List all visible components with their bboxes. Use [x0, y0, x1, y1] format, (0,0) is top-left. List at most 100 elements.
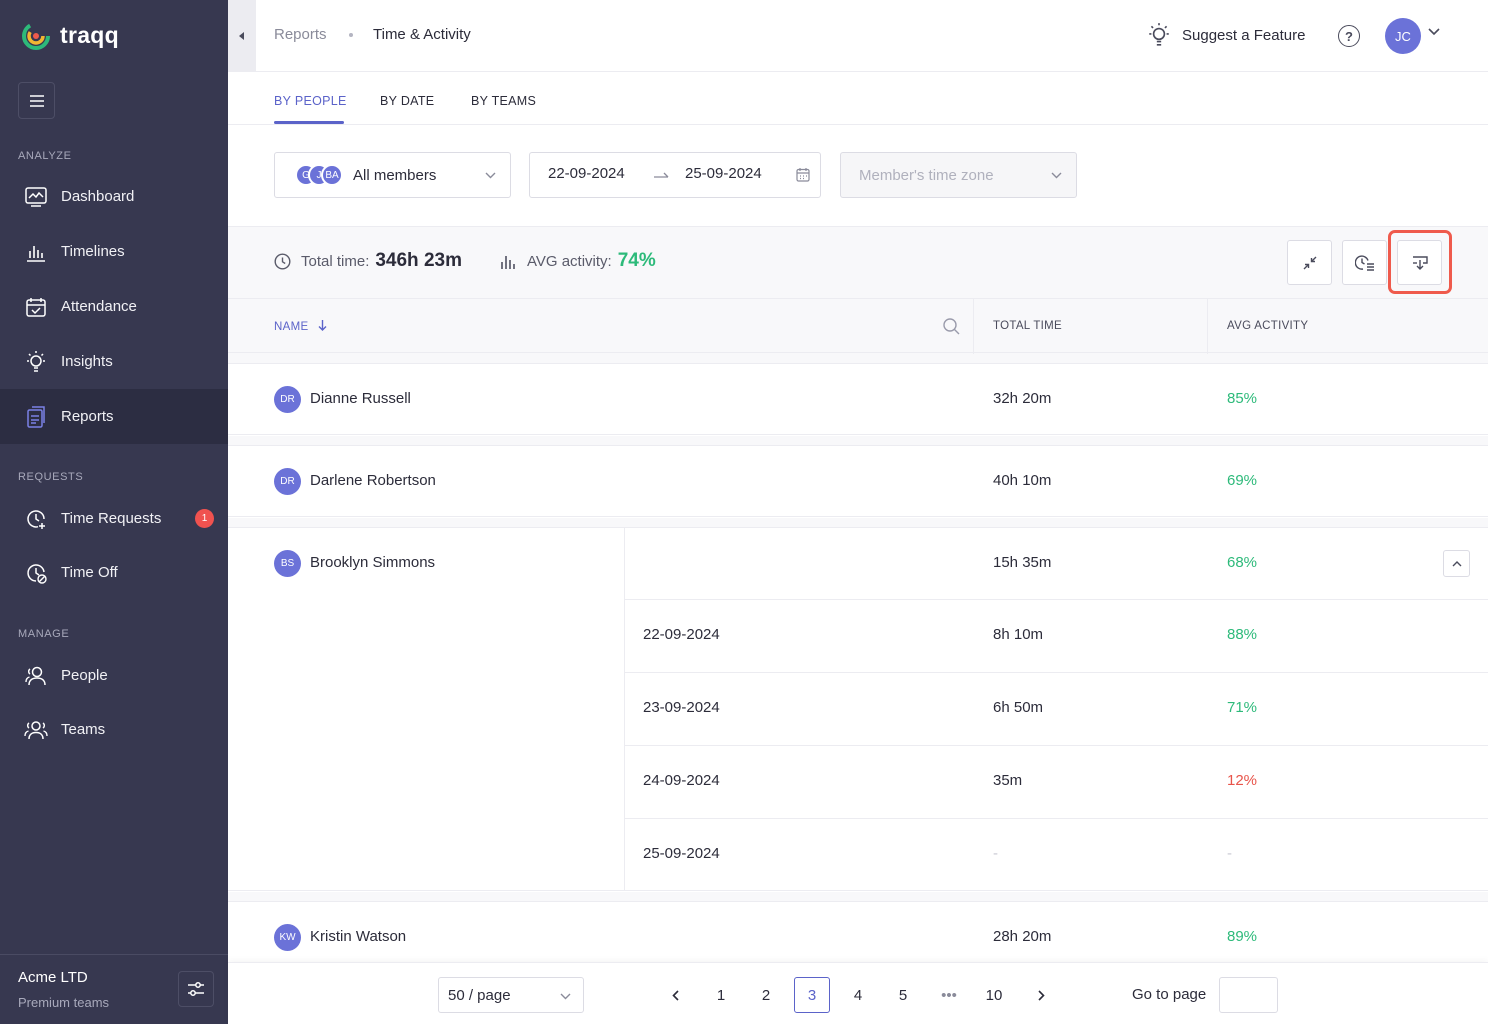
workspace-settings-button[interactable]	[178, 971, 214, 1007]
day-total-time: 8h 10m	[993, 626, 1044, 643]
day-avg-activity: 12%	[1227, 772, 1258, 789]
sidebar-item-insights[interactable]: Insights	[0, 334, 228, 389]
sidebar-item-dashboard[interactable]: Dashboard	[0, 169, 228, 224]
timezone-select[interactable]: Member's time zone	[840, 152, 1077, 198]
go-to-page-label: Go to page	[1132, 986, 1207, 1003]
row-divider	[624, 599, 1488, 600]
page-size-select[interactable]: 50 / page	[438, 977, 584, 1013]
sidebar-item-label: Dashboard	[61, 188, 135, 205]
arrow-right-icon	[654, 172, 669, 178]
avatar: BS	[274, 550, 301, 577]
row-gap	[228, 436, 1488, 446]
row-gap	[228, 354, 1488, 364]
page-button[interactable]: 10	[985, 986, 1003, 1004]
day-total-time: 35m	[993, 772, 1023, 789]
logo[interactable]: traqq	[22, 18, 119, 52]
collapse-all-button[interactable]	[1287, 240, 1332, 285]
row-gap	[228, 892, 1488, 902]
page-button-current[interactable]: 3	[794, 977, 830, 1013]
total-time-cell: 15h 35m	[993, 554, 1052, 571]
column-divider	[1207, 299, 1208, 354]
timezone-placeholder: Member's time zone	[859, 166, 994, 184]
clock-plus-icon	[24, 507, 48, 531]
day-date: 22-09-2024	[643, 626, 720, 643]
column-header-name[interactable]: NAME	[274, 320, 327, 333]
chevron-down-icon	[485, 172, 496, 179]
tab-by-teams[interactable]: BY TEAMS	[471, 94, 537, 108]
date-to[interactable]: 25-09-2024	[685, 165, 762, 182]
member-avatars: G J BA	[295, 164, 343, 186]
column-name-label: NAME	[274, 321, 309, 333]
clock-list-icon	[1354, 254, 1374, 271]
sidebar-item-label: Attendance	[61, 298, 137, 315]
page-button[interactable]: 5	[898, 986, 908, 1004]
filters-bar: G J BA All members 22-09-2024 25-09-2024…	[228, 126, 1488, 226]
column-header-total-time[interactable]: TOTAL TIME	[993, 320, 1063, 332]
page-button[interactable]: 2	[761, 986, 771, 1004]
page-ellipsis[interactable]: •••	[941, 986, 957, 1004]
column-divider	[973, 299, 974, 354]
table-row[interactable]: KW Kristin Watson 28h 20m 89%	[228, 901, 1488, 973]
menu-toggle-button[interactable]	[18, 82, 55, 119]
sidebar-item-label: Timelines	[61, 243, 125, 260]
avg-activity-cell: 89%	[1227, 928, 1258, 945]
tab-by-people[interactable]: BY PEOPLE	[274, 94, 347, 108]
chevron-down-icon	[1051, 172, 1062, 179]
active-tab-indicator	[274, 121, 344, 124]
member-name: Brooklyn Simmons	[310, 554, 436, 571]
table-row[interactable]: DR Dianne Russell 32h 20m 85%	[228, 363, 1488, 435]
column-header-avg-activity[interactable]: AVG ACTIVITY	[1227, 320, 1309, 332]
download-icon	[1412, 255, 1428, 270]
sliders-icon	[188, 982, 204, 996]
user-avatar[interactable]: JC	[1385, 18, 1421, 54]
sidebar-item-teams[interactable]: Teams	[0, 702, 228, 757]
topbar: Reports Time & Activity Suggest a Featur…	[256, 0, 1488, 72]
chevron-right-icon	[1037, 989, 1045, 1001]
collapse-row-button[interactable]	[1443, 550, 1470, 577]
total-time-label: Total time:	[301, 252, 370, 270]
page-button[interactable]: 1	[716, 986, 726, 1004]
tab-by-date[interactable]: BY DATE	[380, 94, 435, 108]
suggest-feature-button[interactable]: Suggest a Feature	[1146, 22, 1305, 48]
search-icon[interactable]	[943, 318, 960, 335]
app-name: traqq	[60, 21, 119, 48]
member-avatar: BA	[321, 164, 343, 186]
page-button[interactable]: 4	[853, 986, 863, 1004]
sidebar-item-people[interactable]: People	[0, 648, 228, 703]
sidebar-item-label: People	[61, 667, 108, 684]
people-icon	[24, 664, 48, 688]
sidebar-item-time-off[interactable]: Time Off	[0, 545, 228, 600]
go-to-page-input[interactable]	[1219, 977, 1278, 1013]
next-page-button[interactable]	[1023, 977, 1059, 1013]
sidebar-item-attendance[interactable]: Attendance	[0, 279, 228, 334]
time-settings-button[interactable]	[1342, 240, 1387, 285]
members-select[interactable]: G J BA All members	[274, 152, 511, 198]
chevron-down-icon[interactable]	[1428, 28, 1440, 36]
day-total-time: -	[993, 845, 998, 862]
table-row-expanded[interactable]: BS Brooklyn Simmons 15h 35m 68%	[228, 527, 1488, 891]
sidebar-item-time-requests[interactable]: Time Requests	[0, 491, 228, 546]
table-row[interactable]: DR Darlene Robertson 40h 10m 69%	[228, 445, 1488, 517]
help-button[interactable]: ?	[1338, 25, 1360, 47]
sidebar-item-reports[interactable]: Reports	[0, 389, 228, 444]
calendar-check-icon	[24, 295, 48, 319]
export-button[interactable]	[1397, 240, 1442, 285]
bar-chart-icon	[501, 256, 515, 269]
clock-off-icon	[24, 561, 48, 585]
breadcrumb-current: Time & Activity	[373, 26, 471, 43]
chevron-up-icon	[1452, 560, 1461, 566]
sidebar-collapse-button[interactable]	[228, 0, 256, 72]
avg-activity-cell: 68%	[1227, 554, 1258, 571]
prev-page-button[interactable]	[657, 977, 693, 1013]
member-name: Kristin Watson	[310, 928, 407, 945]
date-range-picker[interactable]: 22-09-2024 25-09-2024	[529, 152, 821, 198]
sidebar-item-timelines[interactable]: Timelines	[0, 224, 228, 279]
bar-chart-icon	[24, 240, 48, 264]
breadcrumb-reports[interactable]: Reports	[274, 26, 327, 43]
sidebar-item-label: Teams	[61, 721, 106, 738]
section-analyze: ANALYZE	[18, 150, 72, 162]
total-time-value: 346h 23m	[375, 250, 462, 271]
day-date: 23-09-2024	[643, 699, 720, 716]
total-time-cell: 32h 20m	[993, 390, 1052, 407]
date-from[interactable]: 22-09-2024	[548, 165, 625, 182]
